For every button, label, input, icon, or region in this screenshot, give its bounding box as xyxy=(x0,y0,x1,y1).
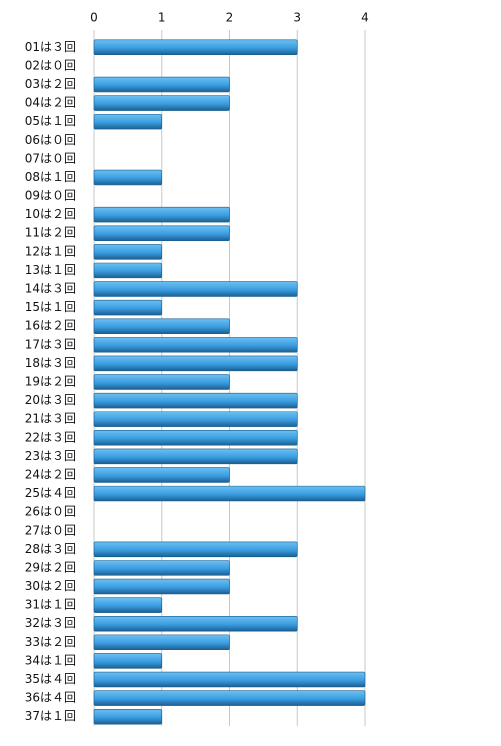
bar xyxy=(93,374,230,390)
y-tick-label: 10は２回 xyxy=(25,207,76,221)
y-tick-label: 11は２回 xyxy=(25,226,76,240)
bar xyxy=(93,206,230,223)
y-tick-label: 34は１回 xyxy=(25,653,76,667)
bar xyxy=(93,430,298,446)
bar xyxy=(93,690,366,706)
bar xyxy=(93,653,163,669)
bar xyxy=(93,392,298,409)
y-tick-label: 06は０回 xyxy=(25,133,76,147)
bar xyxy=(93,169,163,186)
y-tick-label: 22は３回 xyxy=(25,430,76,444)
y-tick-label: 25は４回 xyxy=(25,486,76,500)
x-tick-label: 1 xyxy=(158,11,166,25)
bar xyxy=(93,225,230,241)
x-tick-label: 3 xyxy=(293,11,301,25)
y-tick-label: 33は２回 xyxy=(25,635,76,649)
y-tick-label: 28は３回 xyxy=(25,542,76,556)
bar xyxy=(93,708,163,725)
x-tick-label: 0 xyxy=(90,11,98,25)
y-tick-label: 37は１回 xyxy=(25,709,76,723)
bar xyxy=(93,634,230,651)
bar xyxy=(93,448,298,465)
y-tick-label: 03は２回 xyxy=(25,77,76,91)
y-tick-label: 07は０回 xyxy=(25,151,76,165)
y-tick-label: 14は３回 xyxy=(25,282,76,296)
x-tick-label: 2 xyxy=(226,11,234,25)
bar xyxy=(93,467,230,483)
bar xyxy=(93,337,298,353)
bar xyxy=(93,597,163,613)
y-tick-label: 15は１回 xyxy=(25,300,76,314)
y-tick-label: 05は１回 xyxy=(25,114,76,128)
y-tick-label: 27は０回 xyxy=(25,523,76,537)
y-tick-label: 01は３回 xyxy=(25,40,76,54)
bar xyxy=(93,615,298,632)
bar xyxy=(93,318,230,334)
y-tick-label: 09は０回 xyxy=(25,189,76,203)
y-tick-label: 04は２回 xyxy=(25,96,76,110)
bar xyxy=(93,262,163,279)
bar xyxy=(93,411,298,427)
y-tick-label: 02は０回 xyxy=(25,58,76,72)
y-tick-label: 29は２回 xyxy=(25,560,76,574)
bar xyxy=(93,671,366,688)
bar xyxy=(93,39,298,56)
y-tick-label: 32は３回 xyxy=(25,616,76,630)
bar xyxy=(93,76,230,93)
y-tick-label: 24は２回 xyxy=(25,467,76,481)
y-tick-label: 12は１回 xyxy=(25,244,76,258)
y-tick-label: 30は２回 xyxy=(25,579,76,593)
bar xyxy=(93,244,163,260)
y-tick-label: 17は３回 xyxy=(25,337,76,351)
y-tick-label: 21は３回 xyxy=(25,412,76,426)
bar xyxy=(93,281,298,297)
bar xyxy=(93,355,298,372)
bar xyxy=(93,299,163,316)
bar xyxy=(93,95,230,111)
y-tick-label: 18は３回 xyxy=(25,356,76,370)
y-tick-label: 20は３回 xyxy=(25,393,76,407)
y-tick-label: 13は１回 xyxy=(25,263,76,277)
bar xyxy=(93,541,298,558)
bar xyxy=(93,113,163,130)
bar xyxy=(93,485,366,502)
x-tick-label: 4 xyxy=(361,11,369,25)
y-tick-label: 26は０回 xyxy=(25,505,76,519)
y-tick-label: 23は３回 xyxy=(25,449,76,463)
y-tick-label: 31は１回 xyxy=(25,598,76,612)
bar xyxy=(93,578,230,595)
bar xyxy=(93,560,230,576)
y-tick-label: 35は４回 xyxy=(25,672,76,686)
y-tick-label: 08は１回 xyxy=(25,170,76,184)
y-tick-label: 16は２回 xyxy=(25,319,76,333)
y-tick-label: 36は４回 xyxy=(25,691,76,705)
y-tick-label: 19は２回 xyxy=(25,375,76,389)
